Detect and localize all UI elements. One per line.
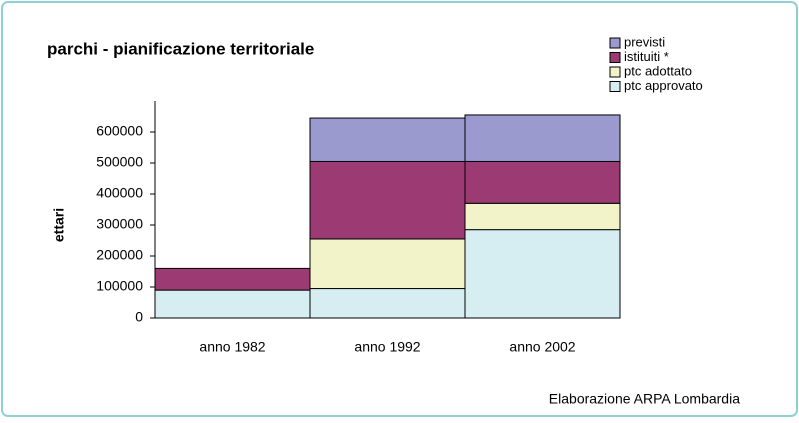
legend-swatch — [609, 37, 621, 49]
y-tick-label: 0 — [135, 309, 143, 325]
bar-segment — [464, 114, 621, 162]
chart-title: parchi - pianificazione territoriale — [47, 39, 314, 58]
y-tick-label: 300000 — [96, 216, 143, 232]
legend-label: istituiti * — [624, 49, 669, 64]
bar-segment — [464, 160, 621, 204]
y-tick-label: 500000 — [96, 154, 143, 170]
legend-label: ptc approvato — [624, 78, 703, 93]
bar-segment — [464, 229, 621, 319]
bar-segment — [309, 238, 466, 290]
legend-label: previsti — [624, 34, 665, 49]
legend-swatch — [609, 81, 621, 92]
legend-swatch — [609, 52, 621, 63]
y-tick-label: 100000 — [96, 278, 143, 294]
legend-label: ptc adottato — [624, 63, 692, 78]
y-axis-label: ettari — [51, 208, 67, 242]
bar-segment — [464, 202, 621, 231]
x-tick-label: anno 1992 — [354, 339, 420, 355]
legend-swatch — [609, 66, 621, 78]
bar-segment — [309, 117, 466, 162]
bar-segment — [309, 288, 466, 319]
x-tick-label: anno 2002 — [509, 339, 575, 355]
bar-segment — [309, 160, 466, 240]
y-tick-label: 400000 — [96, 185, 143, 201]
footer: Elaborazione ARPA Lombardia — [549, 391, 740, 407]
bar-segment — [154, 267, 311, 291]
y-tick-label: 600000 — [96, 123, 143, 139]
bar-segment — [154, 289, 311, 319]
x-tick-label: anno 1982 — [199, 339, 265, 355]
y-tick-label: 200000 — [96, 247, 143, 263]
